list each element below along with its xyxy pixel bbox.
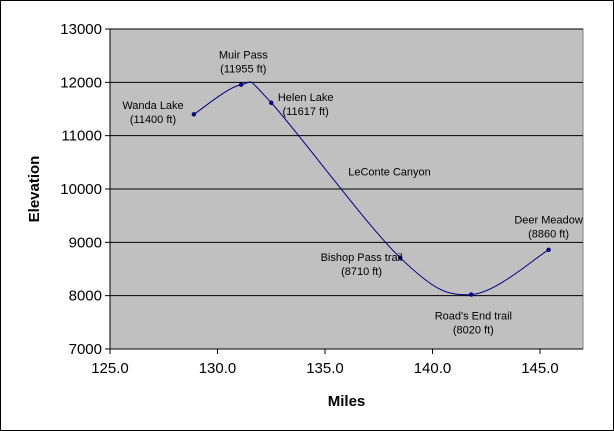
x-tick-label: 125.0 <box>91 360 129 377</box>
point-annotation: Road's End trail (8020 ft) <box>435 311 512 337</box>
y-tick-label: 8000 <box>69 288 102 305</box>
point-annotation: Helen Lake (11617 ft) <box>278 92 334 118</box>
annotation-line: Muir Pass <box>219 49 268 61</box>
y-tick-label: 7000 <box>69 341 102 358</box>
y-tick-label: 12000 <box>60 74 102 91</box>
y-tick-label: 13000 <box>60 21 102 38</box>
point-annotation: Deer Meadow (8860 ft) <box>514 215 583 241</box>
annotation-line: (8860 ft) <box>528 229 569 241</box>
annotation-line: Deer Meadow <box>514 215 583 227</box>
y-tick-label: 9000 <box>69 234 102 251</box>
data-point <box>469 292 474 297</box>
x-tick-label: 140.0 <box>414 360 452 377</box>
x-tick-label: 130.0 <box>199 360 237 377</box>
annotation-line: Bishop Pass trail <box>321 252 403 264</box>
x-axis-title: Miles <box>328 393 366 410</box>
data-point <box>191 112 197 117</box>
y-axis-title: Elevation <box>26 156 43 223</box>
x-tick-label: 135.0 <box>306 360 344 377</box>
annotation-line: (8020 ft) <box>453 325 494 337</box>
annotation-line: (11400 ft) <box>130 114 176 126</box>
annotation-line: (11955 ft) <box>220 63 266 75</box>
point-annotation: Muir Pass (11955 ft) <box>219 49 268 75</box>
point-annotation: LeConte Canyon <box>348 167 431 179</box>
point-annotation: Wanda Lake (11400 ft) <box>122 100 183 126</box>
data-point <box>546 247 551 252</box>
annotation-line: LeConte Canyon <box>348 167 431 179</box>
x-tick-label: 145.0 <box>521 360 559 377</box>
y-tick-label: 10000 <box>60 181 102 198</box>
y-tick-label: 11000 <box>61 128 102 145</box>
annotation-line: Helen Lake <box>278 92 334 104</box>
annotation-line: (11617 ft) <box>283 106 329 118</box>
annotation-line: Wanda Lake <box>122 100 183 112</box>
data-point <box>398 255 403 260</box>
data-point <box>269 100 274 105</box>
point-annotation: Bishop Pass trail (8710 ft) <box>321 252 403 278</box>
annotation-line: (8710 ft) <box>341 266 382 278</box>
annotation-line: Road's End trail <box>435 311 512 323</box>
data-point <box>238 82 244 87</box>
